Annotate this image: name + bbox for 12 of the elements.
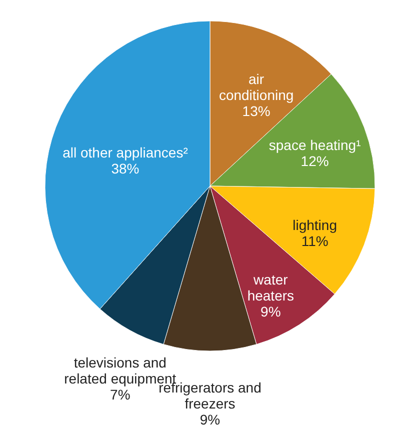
slice-label: space heating¹ [268,136,362,153]
data-label: 7% [110,386,130,402]
data-label: 9% [200,411,220,428]
data-label: 38% [111,160,140,177]
slice-label: all other appliances² [62,144,188,161]
slice-label: water heaters [247,271,294,304]
data-label: 13% [242,103,270,120]
data-label: 11% [301,233,328,250]
slice-label: air conditioning [218,71,294,104]
data-label: 9% [260,303,281,320]
data-label: 12% [300,152,329,169]
slice-label: lighting [292,217,337,234]
